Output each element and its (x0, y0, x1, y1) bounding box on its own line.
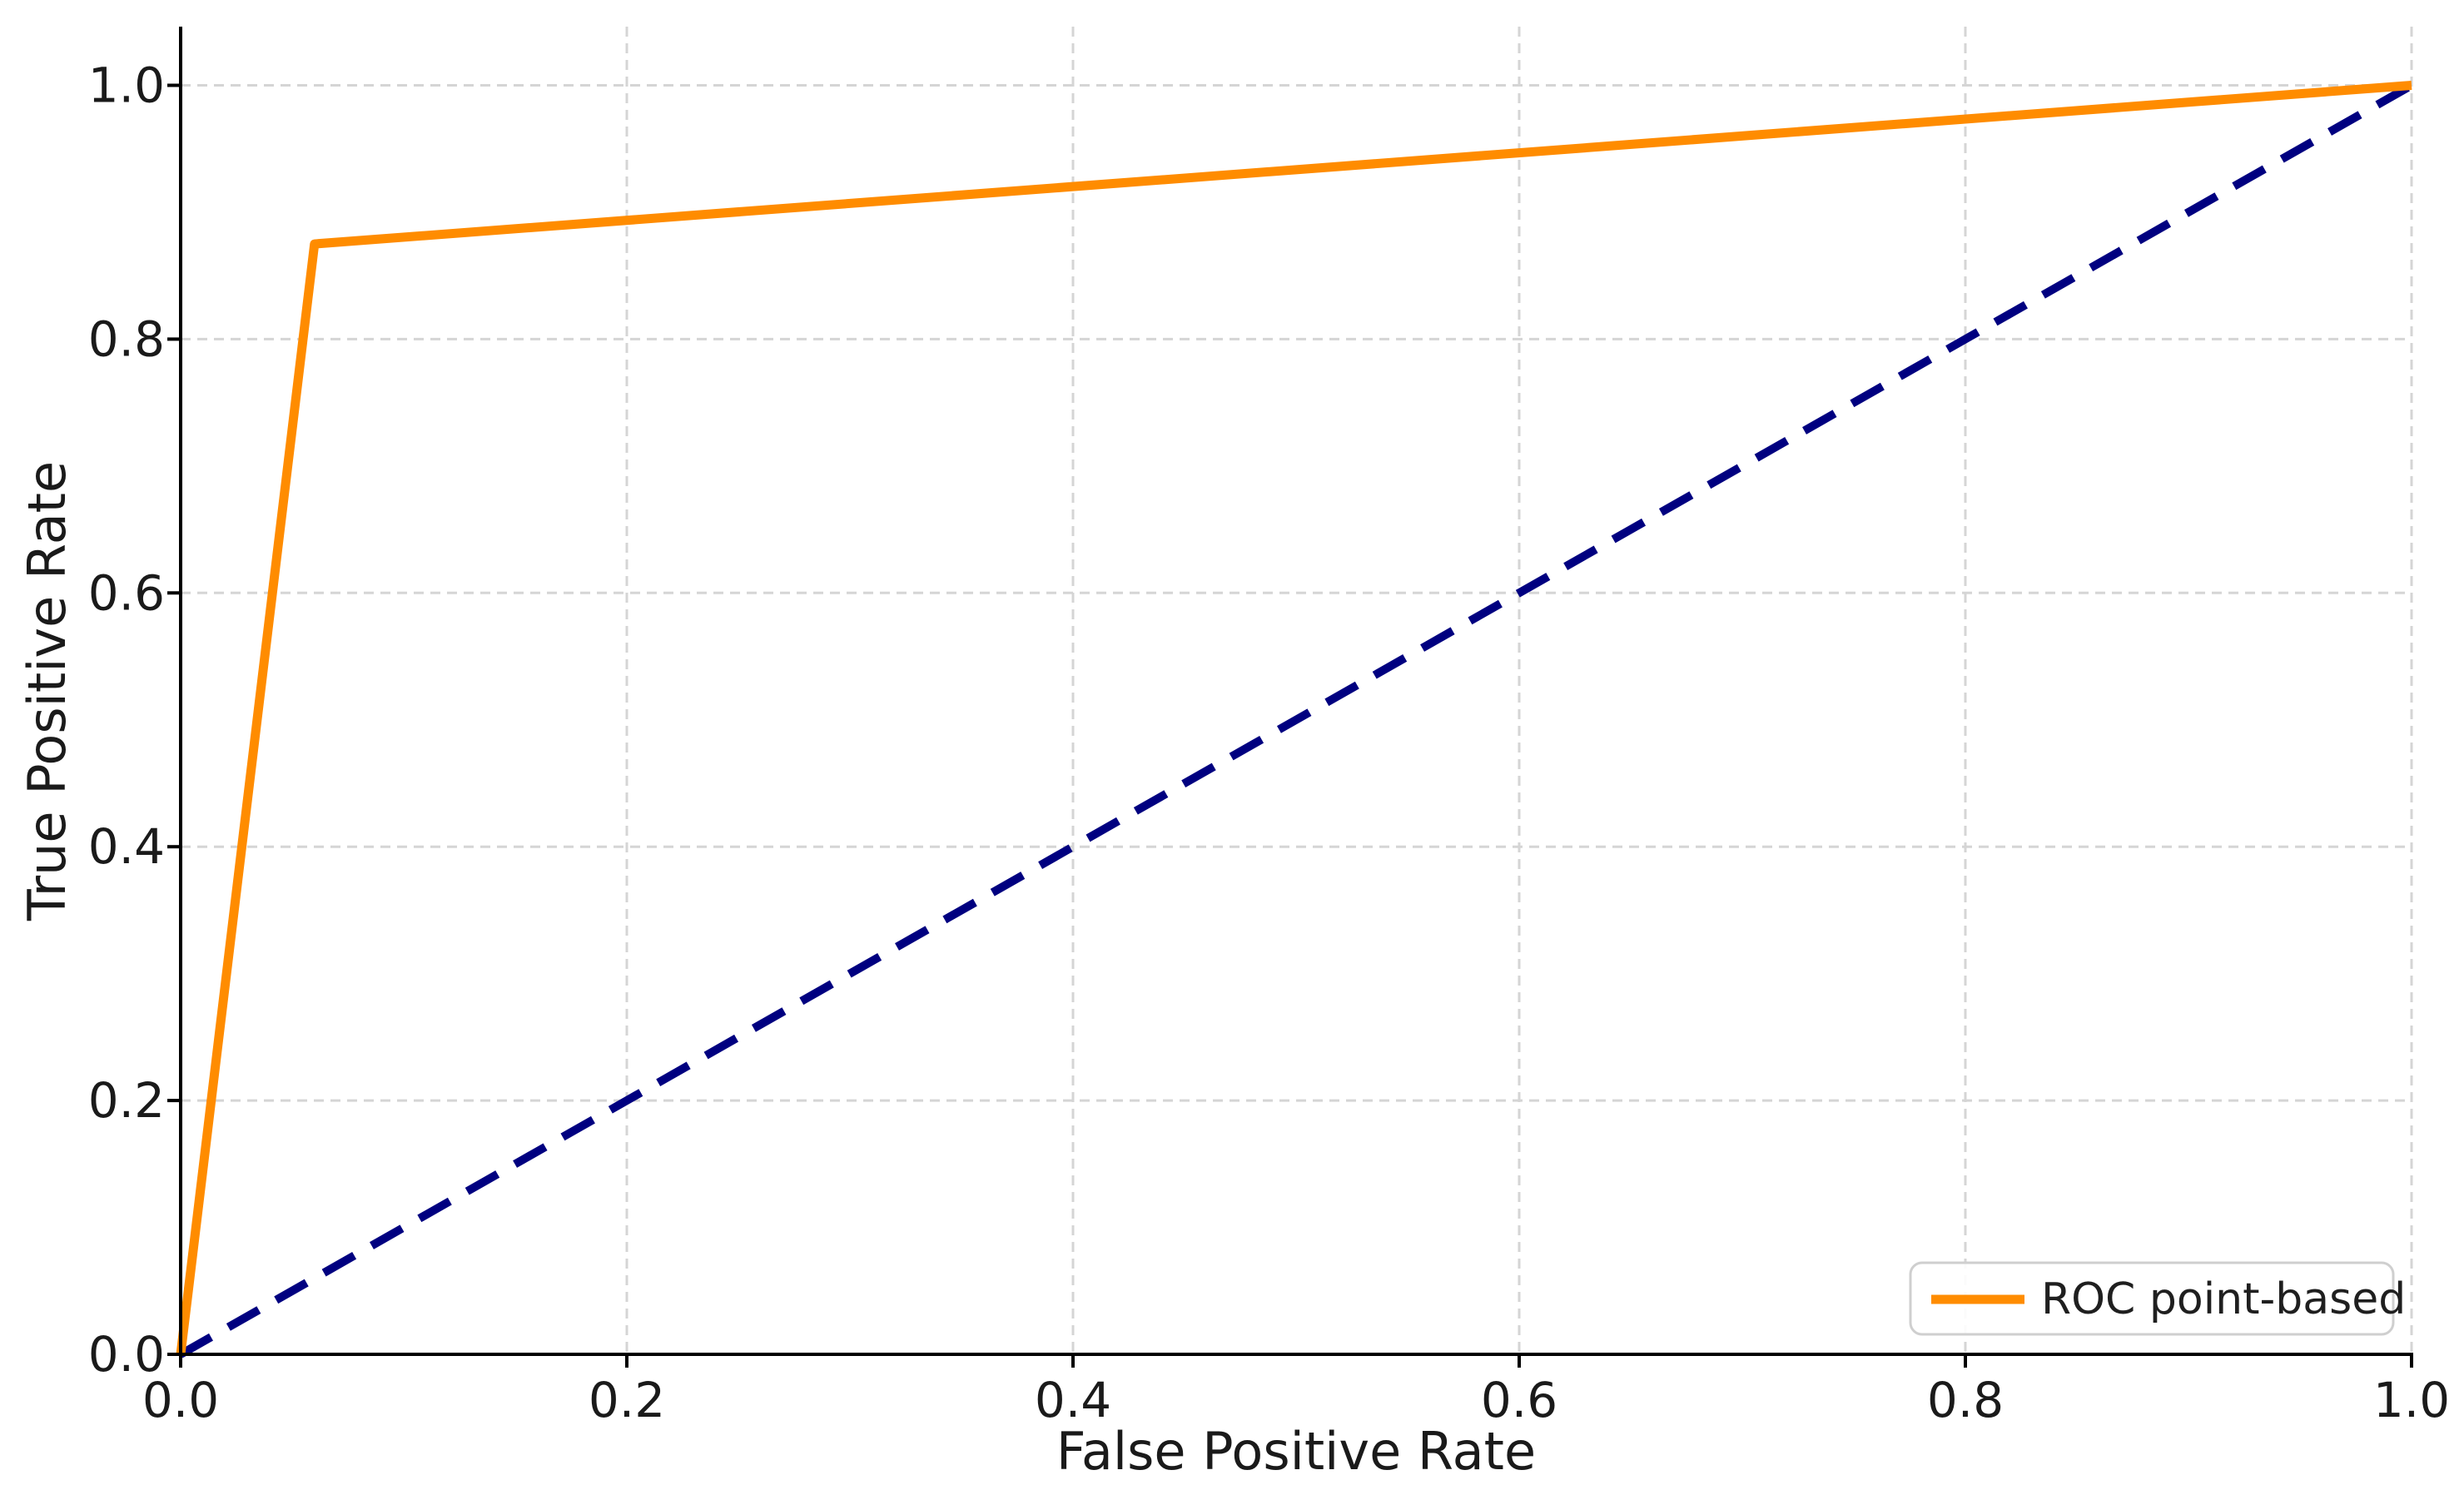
chart-series (176, 81, 2414, 1358)
y-axis-label: True Positive Rate (17, 461, 77, 921)
tick-marks (167, 83, 2413, 1368)
legend-frame (1909, 1261, 2395, 1336)
legend-label: ROC point-based (2041, 1274, 2406, 1324)
x-tick-label: 0.6 (1481, 1372, 1557, 1428)
y-tick-label: 0.8 (88, 310, 165, 367)
y-tick-label: 0.2 (88, 1072, 165, 1129)
roc-curve (176, 81, 2412, 1355)
x-tick-label: 0.4 (1035, 1372, 1111, 1428)
y-tick-label: 0.4 (88, 818, 165, 875)
x-tick-label: 0.2 (589, 1372, 665, 1428)
y-tick-labels: 0.0 0.2 0.4 0.6 0.8 1.0 (88, 57, 165, 1383)
x-tick-label: 0.0 (142, 1372, 219, 1428)
axes-spines (179, 27, 2413, 1356)
x-tick-label: 0.8 (1927, 1372, 2004, 1428)
legend: ROC point-based (1909, 1261, 2406, 1336)
x-axis-label: False Positive Rate (1056, 1421, 1536, 1482)
x-tick-label: 1.0 (2373, 1372, 2450, 1428)
diagonal-reference-line (178, 82, 2414, 1358)
y-tick-label: 1.0 (88, 57, 165, 114)
y-tick-label: 0.6 (88, 564, 165, 621)
y-tick-label: 0.0 (88, 1326, 165, 1383)
x-tick-labels: 0.0 0.2 0.4 0.6 0.8 1.0 (142, 1372, 2450, 1428)
